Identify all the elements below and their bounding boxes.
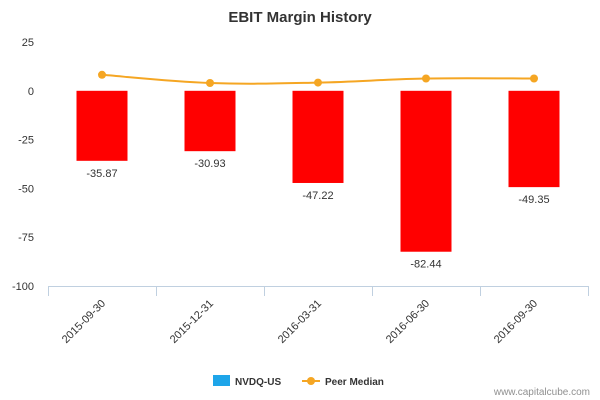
bar-series bbox=[76, 90, 560, 252]
bar bbox=[508, 90, 560, 188]
bar bbox=[76, 90, 128, 161]
bar bbox=[184, 90, 236, 152]
peer-median-marker bbox=[98, 70, 106, 79]
line-series bbox=[98, 70, 538, 87]
y-tick-label: 0 bbox=[28, 86, 34, 98]
peer-median-marker bbox=[314, 78, 322, 87]
legend-bar-label: NVDQ-US bbox=[235, 377, 281, 388]
bar bbox=[400, 90, 452, 252]
data-label: -49.35 bbox=[518, 194, 549, 206]
x-tick-label: 2016-03-31 bbox=[276, 298, 324, 346]
data-label: -30.93 bbox=[194, 158, 225, 170]
data-label: -35.87 bbox=[86, 168, 117, 180]
y-tick-label: -25 bbox=[18, 135, 34, 147]
peer-median-marker bbox=[422, 74, 430, 83]
peer-median-marker bbox=[206, 78, 214, 87]
chart-title: EBIT Margin History bbox=[228, 9, 372, 26]
legend-line-label: Peer Median bbox=[325, 377, 384, 388]
x-tick-label: 2016-09-30 bbox=[492, 298, 540, 346]
legend-item-line-series[interactable]: Peer Median bbox=[302, 377, 384, 388]
x-tick-label: 2015-09-30 bbox=[60, 298, 108, 346]
peer-median-marker bbox=[530, 74, 538, 83]
legend: NVDQ-US Peer Median bbox=[213, 375, 384, 388]
x-tick-label: 2016-06-30 bbox=[384, 298, 432, 346]
data-label: -82.44 bbox=[410, 259, 441, 271]
y-tick-label: -100 bbox=[12, 281, 34, 293]
y-tick-label: -50 bbox=[18, 183, 34, 195]
chart-credit[interactable]: www.capitalcube.com bbox=[493, 387, 590, 398]
data-label: -47.22 bbox=[302, 190, 333, 202]
x-tick-label: 2015-12-31 bbox=[168, 298, 216, 346]
y-tick-label: 25 bbox=[22, 37, 34, 49]
legend-line-marker bbox=[307, 377, 315, 385]
legend-item-bar-series[interactable]: NVDQ-US bbox=[213, 375, 281, 388]
y-tick-label: -75 bbox=[18, 232, 34, 244]
legend-bar-swatch bbox=[213, 375, 230, 386]
bar bbox=[292, 90, 344, 183]
data-labels: -35.87 -30.93 -47.22 -82.44 -49.35 bbox=[86, 158, 549, 271]
